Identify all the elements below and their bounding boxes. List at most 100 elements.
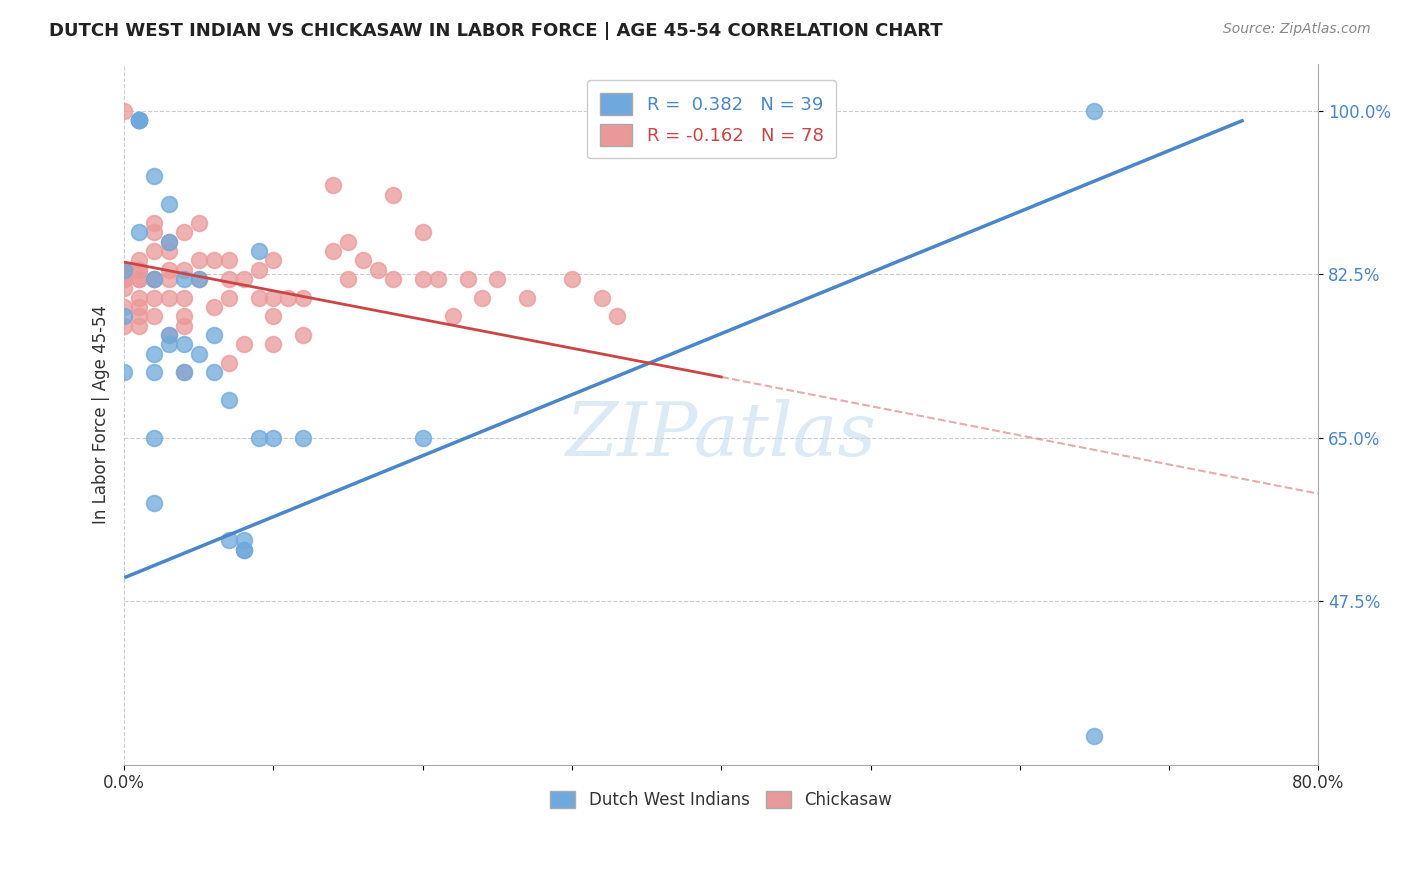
Point: [247, 291, 270, 305]
Point: [412, 431, 434, 445]
Legend: Dutch West Indians, Chickasaw: Dutch West Indians, Chickasaw: [544, 784, 898, 815]
Point: [128, 113, 150, 128]
Point: [292, 327, 315, 342]
Point: [1083, 730, 1105, 744]
Point: [412, 225, 434, 239]
Point: [157, 291, 180, 305]
Y-axis label: In Labor Force | Age 45-54: In Labor Force | Age 45-54: [93, 305, 110, 524]
Point: [218, 393, 240, 408]
Point: [128, 291, 150, 305]
Point: [157, 272, 180, 286]
Point: [143, 496, 166, 510]
Point: [187, 346, 209, 360]
Point: [128, 225, 150, 239]
Point: [112, 300, 135, 314]
Point: [112, 262, 135, 277]
Point: [112, 272, 135, 286]
Point: [367, 262, 389, 277]
Point: [232, 542, 254, 557]
Point: [187, 272, 209, 286]
Point: [247, 431, 270, 445]
Point: [157, 235, 180, 249]
Point: [173, 337, 195, 351]
Point: [157, 327, 180, 342]
Point: [128, 113, 150, 128]
Text: Source: ZipAtlas.com: Source: ZipAtlas.com: [1223, 22, 1371, 37]
Point: [173, 365, 195, 379]
Point: [143, 365, 166, 379]
Point: [665, 103, 688, 118]
Point: [352, 253, 374, 268]
Point: [112, 310, 135, 324]
Point: [143, 272, 166, 286]
Point: [143, 346, 166, 360]
Point: [337, 272, 360, 286]
Point: [173, 310, 195, 324]
Point: [381, 272, 404, 286]
Point: [218, 291, 240, 305]
Point: [263, 431, 285, 445]
Point: [173, 272, 195, 286]
Point: [263, 291, 285, 305]
Point: [263, 337, 285, 351]
Point: [128, 113, 150, 128]
Point: [128, 262, 150, 277]
Point: [173, 291, 195, 305]
Point: [337, 235, 360, 249]
Point: [173, 225, 195, 239]
Point: [128, 310, 150, 324]
Point: [218, 356, 240, 370]
Point: [157, 244, 180, 258]
Point: [561, 272, 583, 286]
Point: [143, 310, 166, 324]
Point: [263, 253, 285, 268]
Point: [218, 533, 240, 548]
Point: [277, 291, 299, 305]
Point: [157, 197, 180, 211]
Point: [173, 262, 195, 277]
Point: [247, 262, 270, 277]
Point: [112, 318, 135, 333]
Point: [218, 253, 240, 268]
Point: [112, 272, 135, 286]
Point: [218, 272, 240, 286]
Point: [157, 262, 180, 277]
Point: [247, 244, 270, 258]
Point: [157, 235, 180, 249]
Point: [232, 542, 254, 557]
Point: [202, 327, 225, 342]
Point: [128, 262, 150, 277]
Text: ZIPatlas: ZIPatlas: [565, 399, 877, 472]
Point: [471, 291, 494, 305]
Point: [112, 272, 135, 286]
Point: [112, 262, 135, 277]
Point: [606, 310, 628, 324]
Point: [202, 365, 225, 379]
Point: [202, 253, 225, 268]
Point: [232, 337, 254, 351]
Point: [112, 103, 135, 118]
Point: [128, 113, 150, 128]
Point: [112, 262, 135, 277]
Point: [292, 431, 315, 445]
Point: [173, 318, 195, 333]
Point: [486, 272, 509, 286]
Point: [128, 318, 150, 333]
Point: [128, 253, 150, 268]
Point: [187, 253, 209, 268]
Point: [143, 272, 166, 286]
Point: [143, 272, 166, 286]
Point: [322, 178, 344, 193]
Point: [143, 291, 166, 305]
Point: [128, 300, 150, 314]
Point: [412, 272, 434, 286]
Point: [322, 244, 344, 258]
Point: [426, 272, 449, 286]
Point: [187, 272, 209, 286]
Point: [157, 337, 180, 351]
Point: [187, 216, 209, 230]
Point: [143, 216, 166, 230]
Point: [202, 300, 225, 314]
Point: [457, 272, 479, 286]
Point: [128, 272, 150, 286]
